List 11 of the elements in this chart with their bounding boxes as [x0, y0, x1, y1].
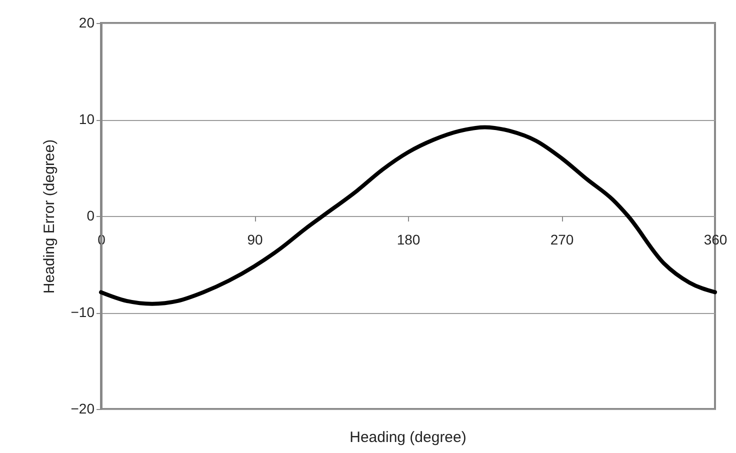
y-axis-title: Heading Error (degree): [40, 139, 58, 294]
y-tick-label: −20: [70, 400, 95, 416]
y-tick-label: 20: [78, 14, 95, 30]
x-tick-label: 360: [704, 232, 728, 248]
y-tick-label: 0: [86, 208, 95, 224]
y-tick-label: 10: [78, 111, 95, 127]
x-tick-label: 90: [247, 232, 263, 248]
x-axis-title: Heading (degree): [350, 429, 466, 446]
y-tick-label: −10: [70, 304, 95, 320]
x-tick-label: 180: [396, 232, 420, 248]
x-tick-label: 270: [550, 232, 574, 248]
